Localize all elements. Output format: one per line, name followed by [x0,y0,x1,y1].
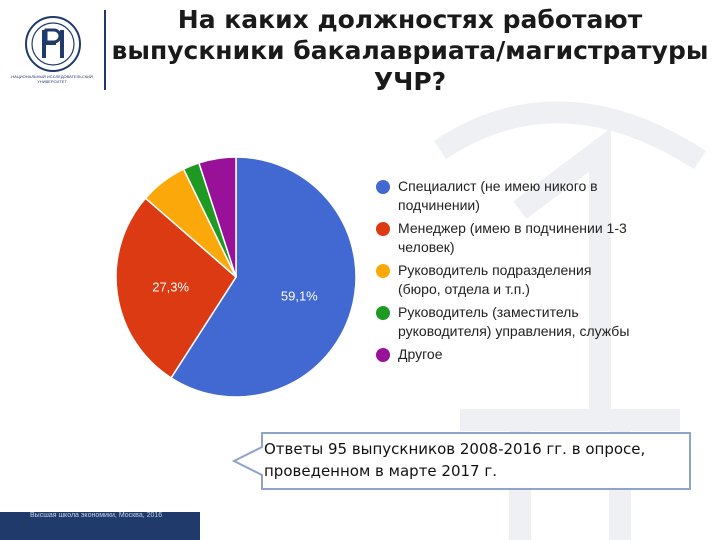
page-title: На каких должностях работают выпускники … [110,4,710,97]
legend-label: человек) [398,239,455,255]
legend-label: (бюро, отдела и т.п.) [398,281,530,297]
legend-marker [376,306,390,320]
legend-label: Другое [398,346,443,362]
legend-label: Специалист (не имею никого в [398,178,598,194]
callout-line: Ответы 95 выпускников 2008-2016 гг. в оп… [264,440,646,458]
legend-item-1: Менеджер (имею в подчинении 1-3 человек) [376,219,676,257]
legend-label: руководителя) управления, службы [398,323,630,339]
legend-item-2: Руководитель подразделения (бюро, отдела … [376,261,676,299]
legend-label: Руководитель (заместитель [398,304,579,320]
legend-label: Менеджер (имею в подчинении 1-3 [398,220,627,236]
callout-line: проведенном в марте 2017 г. [264,462,498,480]
pie-slice-4 [197,156,237,278]
legend-marker [376,348,390,362]
title-line: выпускники бакалавриата/магистратуры [111,36,709,65]
callout-box [232,432,691,490]
legend-label: подчинении) [398,197,480,213]
legend-item-4: Другое [376,345,676,364]
callout-text: Ответы 95 выпускников 2008-2016 гг. в оп… [264,438,684,482]
chart-legend: Специалист (не имею никого в подчинении) М… [376,177,676,368]
title-line: УЧР? [373,67,447,96]
pie-slice-1 [115,197,237,379]
legend-item-0: Специалист (не имею никого в подчинении) [376,177,676,215]
legend-marker [376,264,390,278]
legend-marker [376,180,390,194]
logo-subtitle: НАЦИОНАЛЬНЫЙ ИССЛЕДОВАТЕЛЬСКИЙ УНИВЕРСИТ… [11,74,93,84]
legend-item-3: Руководитель (заместитель руководителя) у… [376,303,676,341]
legend-label: Руководитель подразделения [398,262,592,278]
title-line: На каких должностях работают [177,5,643,34]
header-divider [104,10,106,90]
footer-text: Высшая школа экономики, Москва, 2016 [30,512,163,519]
pie-data-label-0: 59,1% [281,289,318,304]
pie-slice-0 [170,156,357,398]
hse-logo-icon [25,16,81,72]
footer-bar [0,512,200,540]
pie-data-label-1: 27,3% [152,279,189,294]
legend-marker [376,222,390,236]
